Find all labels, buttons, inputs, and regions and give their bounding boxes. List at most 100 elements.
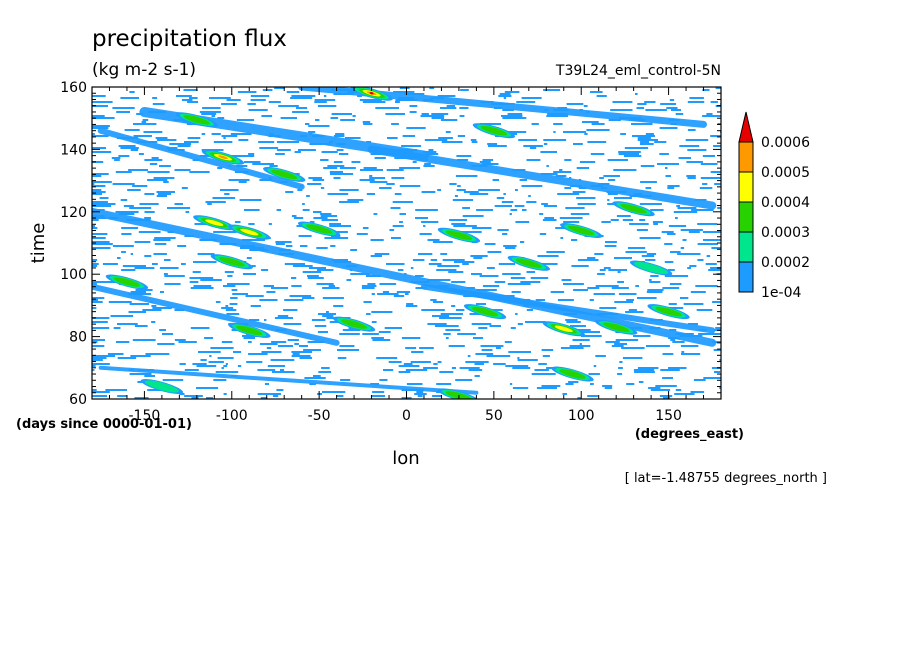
contour-streak xyxy=(340,119,355,121)
contour-streak xyxy=(607,199,610,201)
contour-streak xyxy=(374,253,390,255)
contour-streak xyxy=(577,259,599,261)
rain-band xyxy=(98,365,479,395)
contour-streak xyxy=(217,167,223,169)
contour-streak xyxy=(439,371,454,373)
contour-streak xyxy=(503,245,517,247)
colorbar-segment xyxy=(738,201,754,233)
contour-streak xyxy=(268,223,272,225)
contour-streak xyxy=(231,289,238,291)
contour-streak xyxy=(189,171,210,173)
contour-streak xyxy=(700,163,718,165)
contour-streak xyxy=(286,91,300,93)
contour-streak xyxy=(437,361,442,363)
contour-streak xyxy=(666,233,676,235)
contour-streak xyxy=(617,373,623,375)
contour-streak xyxy=(669,99,675,101)
contour-streak xyxy=(602,385,613,387)
contour-streak xyxy=(336,395,344,397)
contour-streak xyxy=(326,317,337,319)
contour-streak xyxy=(258,141,275,143)
contour-level-6 xyxy=(369,91,374,95)
contour-streak xyxy=(275,153,285,155)
contour-streak xyxy=(687,149,707,151)
contour-streak xyxy=(489,325,501,327)
contour-streak xyxy=(409,111,417,113)
contour-streak xyxy=(470,255,488,257)
contour-streak xyxy=(226,313,240,315)
contour-streak xyxy=(371,311,393,313)
contour-streak xyxy=(543,139,567,141)
contour-streak xyxy=(179,363,186,365)
contour-streak xyxy=(457,185,461,187)
contour-streak xyxy=(190,327,210,329)
contour-streak xyxy=(359,99,382,101)
contour-streak xyxy=(190,287,214,289)
contour-streak xyxy=(593,293,615,295)
contour-streak xyxy=(376,357,398,359)
rain-band xyxy=(92,207,717,347)
contour-streak xyxy=(646,345,670,347)
contour-streak xyxy=(92,135,109,137)
contour-streak xyxy=(705,263,717,265)
contour-streak xyxy=(224,193,230,195)
contour-streak xyxy=(202,107,221,109)
contour-streak xyxy=(261,351,282,353)
contour-streak xyxy=(624,147,649,149)
contour-streak xyxy=(659,127,678,129)
contour-streak xyxy=(449,183,457,185)
contour-streak xyxy=(650,209,664,211)
contour-streak xyxy=(122,265,146,267)
contour-streak xyxy=(138,231,161,233)
contour-streak xyxy=(594,253,604,255)
colorbar-label: 1e-04 xyxy=(761,285,801,301)
contour-streak xyxy=(362,333,379,335)
contour-streak xyxy=(540,173,558,175)
contour-streak xyxy=(565,319,578,321)
contour-streak xyxy=(217,117,225,119)
contour-streak xyxy=(614,343,627,345)
contour-streak xyxy=(107,353,124,355)
contour-streak xyxy=(503,193,506,195)
contour-streak xyxy=(637,103,647,105)
contour-streak xyxy=(454,261,475,263)
contour-streak xyxy=(375,107,399,109)
contour-streak xyxy=(415,275,424,277)
contour-streak xyxy=(269,165,278,167)
contour-streak xyxy=(196,365,217,367)
contour-streak xyxy=(143,131,163,133)
contour-streak xyxy=(493,363,506,365)
contour-streak xyxy=(92,363,110,365)
contour-streak xyxy=(449,219,468,221)
contour-streak xyxy=(439,317,462,319)
contour-streak xyxy=(201,113,217,115)
contour-streak xyxy=(92,265,98,267)
contour-streak xyxy=(460,89,469,91)
contour-streak xyxy=(317,331,328,333)
contour-streak xyxy=(223,137,226,139)
contour-streak xyxy=(329,225,351,227)
contour-streak xyxy=(277,315,289,317)
contour-streak xyxy=(432,301,444,303)
contour-streak xyxy=(92,117,115,119)
contour-streak xyxy=(153,253,167,255)
contour-streak xyxy=(215,371,239,373)
contour-streak xyxy=(92,185,106,187)
contour-streak xyxy=(510,277,526,279)
contour-streak xyxy=(687,129,696,131)
contour-streak xyxy=(159,165,171,167)
contour-streak xyxy=(331,113,352,115)
contour-streak xyxy=(628,309,637,311)
contour-streak xyxy=(108,301,132,303)
contour-streak xyxy=(579,161,596,163)
contour-streak xyxy=(419,347,434,349)
contour-streak xyxy=(198,351,221,353)
contour-streak xyxy=(401,337,421,339)
contour-streak xyxy=(713,145,721,147)
contour-streak xyxy=(92,317,110,319)
contour-streak xyxy=(144,211,155,213)
contour-streak xyxy=(636,229,648,231)
contour-streak xyxy=(237,365,242,367)
contour-streak xyxy=(618,153,639,155)
contour-streak xyxy=(702,115,721,117)
